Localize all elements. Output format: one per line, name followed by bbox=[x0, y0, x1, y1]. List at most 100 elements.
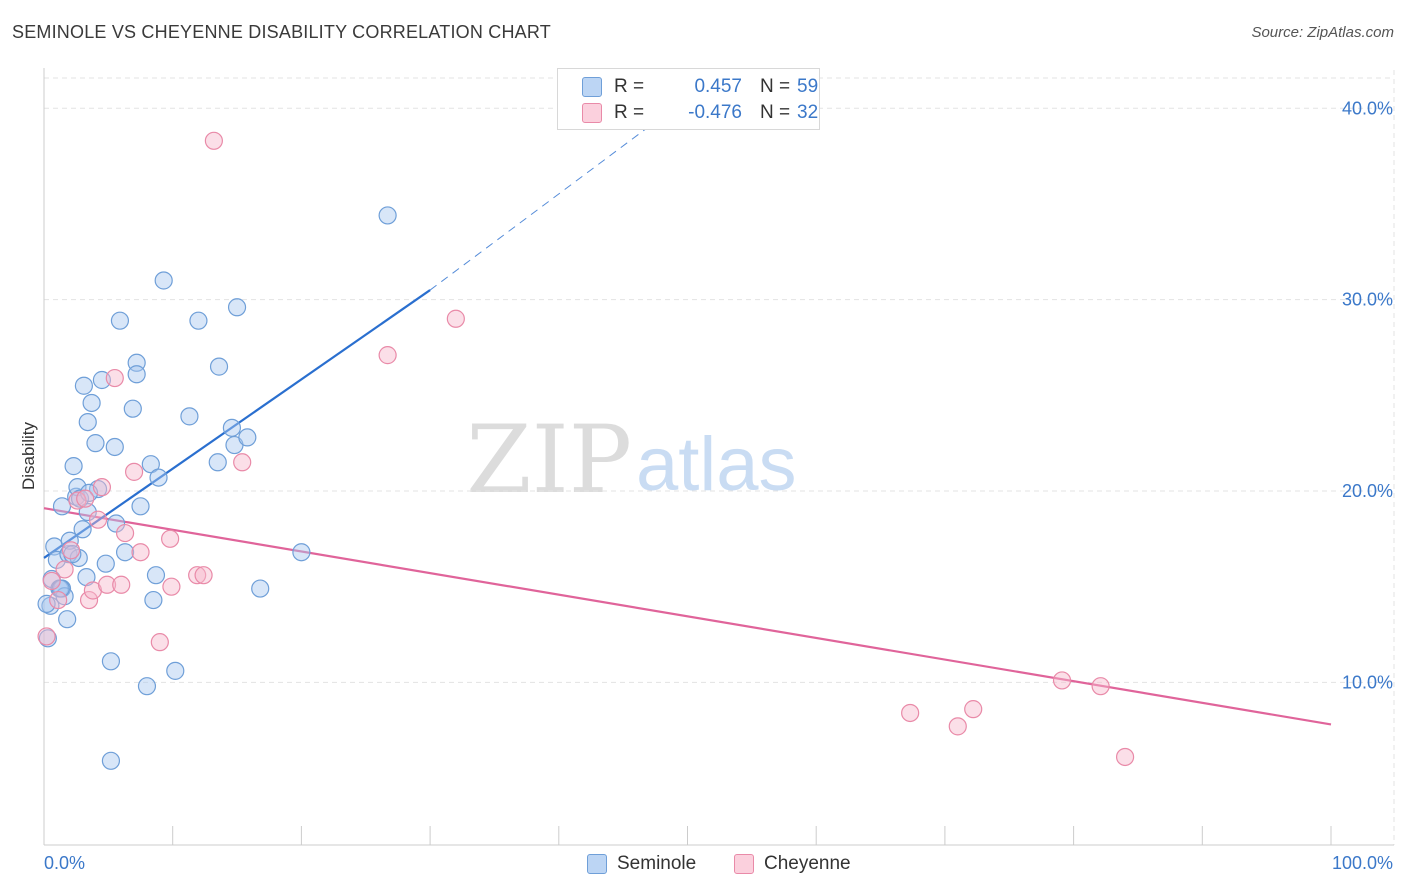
seminole-point bbox=[149, 468, 168, 487]
series-legend: Seminole Cheyenne bbox=[0, 850, 1406, 880]
cheyenne-point bbox=[55, 560, 74, 579]
y-tick-label: 10.0% bbox=[1342, 672, 1393, 692]
seminole-point bbox=[146, 566, 166, 585]
cheyenne-point bbox=[124, 462, 144, 481]
cheyenne-point bbox=[88, 510, 108, 529]
seminole-point bbox=[73, 520, 92, 539]
cheyenne-point bbox=[150, 633, 169, 652]
seminole-point bbox=[166, 661, 185, 680]
legend-r-label: R = bbox=[614, 76, 645, 97]
seminole-point bbox=[60, 531, 79, 550]
cheyenne-point bbox=[131, 543, 150, 562]
seminole-point bbox=[251, 579, 270, 598]
seminole-swatch bbox=[587, 854, 607, 874]
cheyenne-points bbox=[37, 131, 1135, 767]
cheyenne-point bbox=[204, 131, 223, 150]
seminole-point bbox=[37, 594, 56, 613]
cheyenne-point bbox=[378, 346, 397, 365]
seminole-point bbox=[58, 610, 77, 629]
cheyenne-point bbox=[112, 575, 131, 594]
cheyenne-point bbox=[76, 489, 95, 508]
trend-lines bbox=[43, 92, 1332, 726]
watermark-zip: ZIP bbox=[466, 406, 632, 515]
correlation-legend: R = 0.457 N = 59 R = -0.476 N = 32 bbox=[557, 68, 820, 130]
seminole-points bbox=[37, 206, 397, 770]
watermark: ZIP atlas bbox=[466, 406, 796, 515]
cheyenne-swatch bbox=[734, 854, 754, 874]
cheyenne-point bbox=[79, 590, 99, 610]
legend-seminole-label: Seminole bbox=[617, 853, 697, 874]
seminole-point bbox=[101, 751, 121, 770]
chart-title: SEMINOLE VS CHEYENNE DISABILITY CORRELAT… bbox=[12, 22, 551, 42]
cheyenne-point bbox=[194, 566, 213, 585]
seminole-point bbox=[86, 434, 105, 453]
cheyenne-swatch bbox=[582, 103, 602, 123]
seminole-point bbox=[101, 652, 121, 671]
seminole-point bbox=[189, 311, 208, 330]
source-label: Source: ZipAtlas.com bbox=[1251, 24, 1394, 41]
legend-n-label: N = bbox=[760, 76, 791, 97]
cheyenne-point bbox=[162, 577, 181, 596]
seminole-point bbox=[96, 554, 115, 573]
legend-r-label: R = bbox=[614, 102, 645, 123]
legend-item-seminole: Seminole bbox=[587, 853, 696, 875]
seminole-point bbox=[82, 393, 101, 413]
seminole-point bbox=[292, 543, 311, 562]
seminole-point bbox=[78, 412, 97, 432]
cheyenne-point bbox=[97, 575, 117, 594]
cheyenne-point bbox=[115, 523, 135, 543]
tick-labels: 10.0% 20.0% 30.0% 40.0% 0.0% 100.0% bbox=[44, 98, 1393, 873]
seminole-point bbox=[227, 298, 247, 317]
legend-n-value: 32 bbox=[797, 102, 819, 123]
cheyenne-point bbox=[92, 478, 112, 497]
seminole-point bbox=[180, 407, 199, 426]
seminole-point bbox=[137, 677, 157, 696]
seminole-point bbox=[105, 437, 124, 457]
cheyenne-point bbox=[188, 566, 207, 585]
seminole-point bbox=[238, 428, 257, 447]
y-tick-label: 20.0% bbox=[1342, 481, 1393, 501]
seminole-point bbox=[208, 453, 227, 472]
seminole-point bbox=[127, 365, 146, 384]
seminole-point bbox=[378, 206, 397, 225]
cheyenne-point bbox=[446, 309, 465, 328]
axes bbox=[43, 68, 1394, 846]
seminole-point bbox=[144, 590, 163, 610]
cheyenne-point bbox=[1052, 671, 1072, 690]
cheyenne-point bbox=[105, 368, 124, 388]
cheyenne-point bbox=[1115, 747, 1135, 767]
seminole-point bbox=[64, 457, 83, 476]
cheyenne-point bbox=[901, 703, 920, 723]
seminole-point bbox=[141, 455, 160, 474]
cheyenne-point bbox=[42, 571, 61, 591]
cheyenne-point bbox=[948, 717, 967, 736]
seminole-point bbox=[70, 489, 90, 508]
seminole-point bbox=[78, 502, 97, 522]
seminole-swatch bbox=[582, 77, 602, 97]
y-tick-label: 40.0% bbox=[1342, 98, 1393, 118]
x-tick-label: 0.0% bbox=[44, 853, 85, 873]
watermark-atlas: atlas bbox=[636, 422, 797, 507]
seminole-point bbox=[110, 311, 130, 330]
legend-r-value: 0.457 bbox=[694, 76, 742, 97]
legend-n-value: 59 bbox=[797, 76, 819, 97]
cheyenne-point bbox=[161, 529, 180, 548]
grid-lines bbox=[44, 70, 1395, 845]
cheyenne-point bbox=[964, 700, 983, 719]
seminole-point bbox=[74, 376, 93, 395]
cheyenne-point bbox=[1091, 677, 1110, 696]
y-axis-label: Disability bbox=[19, 421, 38, 490]
y-tick-label: 30.0% bbox=[1342, 290, 1393, 310]
seminole-point bbox=[209, 357, 229, 376]
cheyenne-point bbox=[233, 453, 252, 472]
cheyenne-trend-line bbox=[43, 507, 1332, 726]
seminole-point bbox=[154, 271, 173, 290]
legend-cheyenne-label: Cheyenne bbox=[764, 853, 851, 874]
seminole-point bbox=[123, 399, 142, 418]
seminole-point bbox=[115, 543, 135, 562]
x-tick-label: 100.0% bbox=[1332, 853, 1393, 873]
legend-r-value: -0.476 bbox=[688, 102, 742, 123]
cheyenne-point bbox=[49, 590, 68, 610]
cheyenne-point bbox=[61, 541, 81, 560]
